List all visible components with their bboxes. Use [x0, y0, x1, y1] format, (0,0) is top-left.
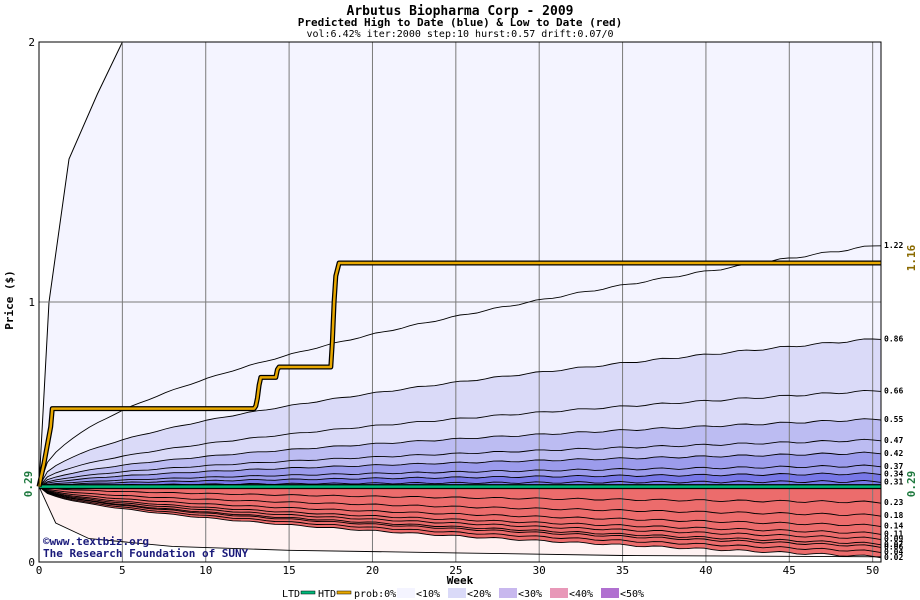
- legend-prob-label: prob:0%: [354, 589, 396, 600]
- red-quantile-label-5: 0.07: [884, 540, 903, 549]
- chart-params: vol:6.42% iter:2000 step:10 hurst:0.57 d…: [306, 29, 613, 40]
- htd-final-label: 1.16: [905, 244, 918, 271]
- x-tick-label-40: 40: [699, 564, 712, 577]
- blue-quantile-label-2: 0.66: [884, 386, 903, 395]
- legend-band-label-4: <50%: [620, 589, 644, 600]
- credit-website: ©www.textbiz.org: [43, 535, 149, 548]
- red-quantile-label-8: 0.02: [884, 553, 903, 562]
- x-axis-title: Week: [447, 574, 474, 587]
- blue-quantile-line-7: [38, 472, 882, 488]
- red-quantile-line-0: [38, 486, 882, 504]
- blue-quantile-line-4: [38, 438, 882, 487]
- legend-htd-label: HTD: [318, 589, 336, 600]
- legend-band-label-2: <30%: [518, 589, 542, 600]
- red-quantile-line-4: [38, 486, 882, 541]
- ltd-final-label: 0.29: [905, 471, 918, 498]
- red-quantile-label-0: 0.23: [884, 498, 903, 507]
- legend-band-swatch-0: [397, 588, 415, 598]
- red-quantile-label-6: 0.06: [884, 542, 903, 551]
- red-quantile-line-8: [38, 486, 882, 559]
- legend-band-swatch-3: [550, 588, 568, 598]
- blue-quantile-line-1: [38, 338, 882, 487]
- legend-band-swatch-4: [601, 588, 619, 598]
- x-tick-label-0: 0: [36, 564, 43, 577]
- x-tick-label-30: 30: [533, 564, 546, 577]
- x-tick-label-35: 35: [616, 564, 629, 577]
- blue-quantile-label-8: 0.31: [884, 477, 903, 486]
- y-tick-label-0: 0: [28, 556, 35, 569]
- legend: LTD HTD prob:0% <10% <20% <30% <40% <50%: [282, 588, 644, 600]
- red-quantile-line-3: [38, 486, 882, 535]
- x-tick-label-45: 45: [783, 564, 796, 577]
- blue-quantile-line-2: [38, 389, 882, 487]
- blue-quantile-label-1: 0.86: [884, 334, 903, 343]
- x-tick-label-10: 10: [199, 564, 212, 577]
- blue-quantile-label-5: 0.42: [884, 449, 903, 458]
- blue-quantile-line-6: [38, 464, 882, 488]
- blue-quantile-label-6: 0.37: [884, 462, 903, 471]
- x-tick-label-5: 5: [119, 564, 126, 577]
- x-tick-label-25: 25: [449, 564, 462, 577]
- legend-band-swatch-1: [448, 588, 466, 598]
- y-tick-label-2: 2: [28, 36, 35, 49]
- x-tick-label-50: 50: [866, 564, 879, 577]
- blue-quantile-label-0: 1.22: [884, 241, 903, 250]
- legend-band-label-0: <10%: [416, 589, 440, 600]
- htd-line: [37, 261, 881, 487]
- red-quantile-label-7: 0.04: [884, 548, 903, 557]
- blue-quantile-line-5: [38, 451, 882, 488]
- blue-quantile-label-3: 0.55: [884, 415, 903, 424]
- legend-band-swatch-2: [499, 588, 517, 598]
- legend-ltd-label: LTD: [282, 589, 300, 600]
- red-quantile-label-2: 0.14: [884, 522, 903, 531]
- lower-tail-line: [38, 486, 882, 558]
- start-price-label: 0.29: [22, 471, 35, 498]
- red-band-8: [39, 486, 881, 558]
- blue-quantile-label-4: 0.47: [884, 436, 903, 445]
- legend-htd-swatch: [336, 590, 352, 595]
- x-tick-label-15: 15: [282, 564, 295, 577]
- legend-band-label-3: <40%: [569, 589, 593, 600]
- red-quantile-line-1: [38, 486, 882, 517]
- blue-quantile-line-3: [38, 418, 882, 487]
- chart-title: Arbutus Biopharma Corp - 2009: [347, 4, 574, 19]
- red-quantile-line-2: [38, 486, 882, 528]
- credit-organization: The Research Foundation of SUNY: [43, 547, 249, 560]
- blue-quantile-label-7: 0.34: [884, 470, 903, 479]
- red-quantile-line-6: [38, 486, 882, 548]
- y-axis-title: Price ($): [3, 270, 16, 330]
- legend-band-label-1: <20%: [467, 589, 491, 600]
- red-quantile-line-5: [38, 486, 882, 546]
- red-quantile-label-1: 0.18: [884, 511, 903, 520]
- red-quantile-label-4: 0.09: [884, 535, 903, 544]
- y-tick-label-1: 1: [28, 296, 35, 309]
- plot-area: 1.22 0.86 0.66 0.55 0.47 0.42 0.370.340.31 0.23…: [28, 36, 903, 577]
- plot-frame: [38, 41, 882, 563]
- legend-ltd-swatch: [300, 590, 316, 595]
- red-quantile-line-7: [38, 486, 882, 554]
- chart-subtitle: Predicted High to Date (blue) & Low to D…: [298, 16, 623, 29]
- x-tick-label-20: 20: [366, 564, 379, 577]
- red-quantile-label-3: 0.11: [884, 529, 903, 538]
